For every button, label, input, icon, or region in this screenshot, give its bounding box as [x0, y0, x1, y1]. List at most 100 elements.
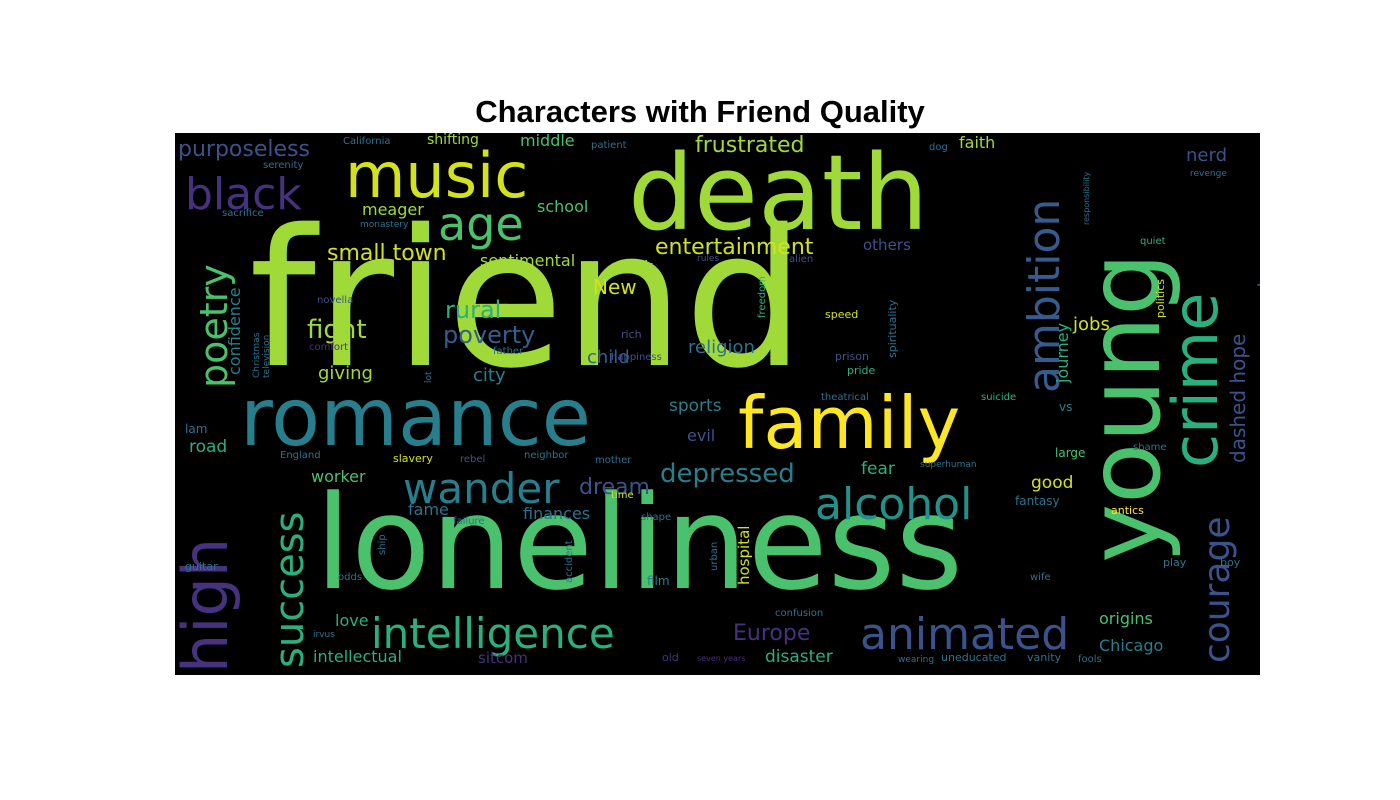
- word-rural: rural: [445, 296, 502, 324]
- word-old: old: [662, 651, 679, 664]
- word-antics: antics: [1111, 504, 1144, 517]
- word-sitcom: sitcom: [478, 649, 528, 667]
- word-meager: meager: [362, 200, 424, 219]
- word-fools: fools: [1078, 654, 1102, 665]
- word-monastery: monastery: [360, 220, 409, 230]
- word-family: family: [738, 381, 961, 465]
- word-nerd: nerd: [1186, 145, 1227, 166]
- word-politics: politics: [1154, 279, 1167, 318]
- word-others: others: [863, 236, 911, 254]
- word-romance: romance: [240, 371, 591, 464]
- word-confidence: confidence: [225, 287, 244, 375]
- word-patient: patient: [591, 140, 627, 151]
- word-pride: pride: [847, 364, 876, 377]
- word-disaster: disaster: [765, 647, 833, 667]
- word-jobs: jobs: [1073, 314, 1110, 335]
- word-intellectual: intellectual: [313, 647, 402, 666]
- word-music: music: [345, 139, 529, 212]
- word-shifting: shifting: [427, 133, 479, 148]
- word-urban: urban: [709, 541, 720, 571]
- word-novella: novella: [317, 295, 354, 306]
- word-fame: fame: [408, 500, 449, 519]
- word-slavery: slavery: [393, 452, 433, 465]
- word-york: York: [620, 257, 654, 276]
- word-depressed: depressed: [660, 459, 795, 489]
- word-sacrifice: sacrifice: [222, 208, 264, 219]
- word-good: good: [1031, 473, 1074, 493]
- word-large: large: [1055, 446, 1086, 460]
- word-chicago: Chicago: [1099, 636, 1164, 655]
- word-fight: fight: [307, 315, 367, 345]
- word-christmas: Christmas: [252, 332, 262, 378]
- word-rebel: rebel: [460, 454, 486, 465]
- word-religion: religion: [688, 337, 755, 358]
- word-dashed-hope: dashed hope: [1226, 333, 1250, 463]
- word-hospital: hospital: [735, 525, 753, 585]
- word-freedom: freedom: [757, 276, 768, 318]
- word-lot: lot: [424, 371, 434, 383]
- word-lam: lam: [185, 422, 208, 436]
- word-california: California: [343, 136, 391, 147]
- word-faith: faith: [959, 133, 996, 152]
- word-theatrical: theatrical: [821, 392, 869, 403]
- word-shape: shape: [641, 512, 672, 523]
- word-accident: accident: [564, 540, 575, 583]
- word-neighbor: neighbor: [524, 450, 569, 461]
- word-entertainment: entertainment: [655, 235, 814, 260]
- word-guitar: guitar: [185, 560, 218, 573]
- word-purposeless: purposeless: [178, 137, 310, 162]
- word-happiness: happiness: [611, 352, 662, 363]
- chart-title: Characters with Friend Quality: [475, 94, 925, 129]
- word-courage: courage: [1197, 516, 1238, 664]
- word-england: England: [280, 450, 321, 461]
- word-origins: origins: [1099, 609, 1153, 628]
- word-crime: crime: [1159, 292, 1232, 468]
- word-shame: shame: [1133, 442, 1167, 453]
- word-fear: fear: [861, 459, 895, 479]
- word-success: success: [267, 511, 313, 668]
- word-black: black: [185, 169, 302, 220]
- word-worker: worker: [311, 467, 366, 486]
- word-mother: mother: [595, 455, 632, 466]
- word-loneliness: loneliness: [315, 467, 964, 619]
- word-vs: vs: [1059, 400, 1073, 414]
- word-uneducated: uneducated: [941, 651, 1007, 664]
- word-seven-years: seven years: [697, 654, 746, 663]
- word-high: high: [175, 537, 242, 673]
- word-dog: dog: [929, 142, 948, 153]
- word-spirituality: spirituality: [886, 299, 899, 358]
- word-friend: friend: [249, 189, 805, 410]
- word-film: film: [647, 574, 670, 588]
- word-television: television: [262, 334, 272, 378]
- word-giving: giving: [318, 363, 373, 384]
- word-small-town: small town: [327, 241, 447, 266]
- word-intelligence: intelligence: [371, 609, 615, 658]
- word-middle: middle: [520, 133, 575, 150]
- word-alien: alien: [789, 254, 814, 265]
- word-stranger: stranger: [1253, 213, 1260, 298]
- word-animated: animated: [860, 609, 1070, 660]
- word-finances: finances: [523, 504, 591, 523]
- word-wander: wander: [403, 464, 560, 513]
- word-speed: speed: [825, 308, 859, 321]
- word-journey: journey: [1053, 322, 1072, 383]
- word-prison: prison: [835, 350, 869, 363]
- word-ship: ship: [377, 534, 388, 555]
- word-boy: boy: [1220, 556, 1241, 569]
- word-fantasy: fantasy: [1015, 494, 1060, 508]
- word-suicide: suicide: [981, 392, 1017, 403]
- word-time: time: [611, 490, 634, 501]
- word-rules: rules: [697, 254, 720, 264]
- word-child: child: [587, 347, 630, 368]
- word-irvus: irvus: [313, 630, 335, 640]
- word-rich: rich: [621, 328, 642, 341]
- word-comfort: comfort: [309, 342, 349, 353]
- word-europe: Europe: [733, 621, 811, 646]
- word-play: play: [1163, 556, 1187, 569]
- word-city: city: [473, 365, 506, 386]
- word-dream: dream: [579, 475, 650, 500]
- word-school: school: [537, 197, 589, 216]
- word-age: age: [438, 197, 524, 251]
- word-confusion: confusion: [775, 608, 824, 619]
- word-wife: wife: [1030, 572, 1051, 583]
